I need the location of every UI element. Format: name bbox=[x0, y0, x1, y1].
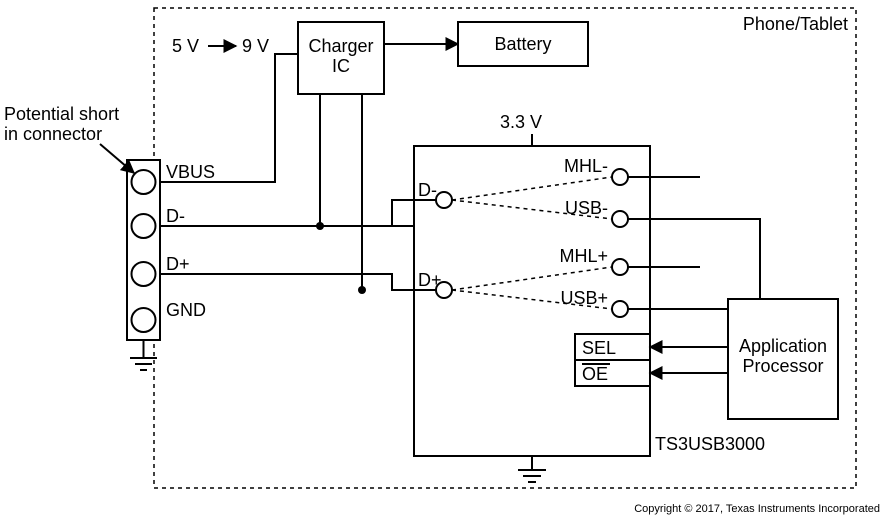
pin-label-vbus: VBUS bbox=[166, 162, 215, 182]
chip-port-dminus bbox=[436, 192, 452, 208]
short-callout: Potential short in connector bbox=[4, 104, 134, 173]
pin-label-gnd: GND bbox=[166, 300, 206, 320]
junction-dplus bbox=[358, 286, 366, 294]
charger-ic-label-2: IC bbox=[332, 56, 350, 76]
charger-ic-label-1: Charger bbox=[308, 36, 373, 56]
app-proc-label-2: Processor bbox=[742, 356, 823, 376]
chip-port-mhlm bbox=[612, 169, 628, 185]
chip-port-usbp bbox=[612, 301, 628, 317]
chip-port-usbm-label: USB- bbox=[565, 198, 608, 218]
pin-label-dplus: D+ bbox=[166, 254, 190, 274]
gnd-symbol-connector bbox=[130, 340, 157, 370]
connector-pin-dminus bbox=[132, 214, 156, 238]
chip-port-mhlp bbox=[612, 259, 628, 275]
label-9v: 9 V bbox=[242, 36, 269, 56]
wire-dminus-route bbox=[160, 200, 436, 226]
connector-pin-vbus bbox=[132, 170, 156, 194]
svg-text:Potential short: Potential short bbox=[4, 104, 119, 124]
chip-ctrl-sel: SEL bbox=[582, 338, 616, 358]
label-5v: 5 V bbox=[172, 36, 199, 56]
battery-label: Battery bbox=[494, 34, 551, 54]
connector-pin-gnd bbox=[132, 308, 156, 332]
wire-dplus-route bbox=[160, 274, 436, 290]
chip-supply-label: 3.3 V bbox=[500, 112, 542, 132]
chip-port-usbm bbox=[612, 211, 628, 227]
gnd-symbol-chip bbox=[518, 456, 546, 482]
chip-port-dminus-label: D- bbox=[418, 180, 437, 200]
chip-box bbox=[414, 146, 650, 456]
chip-port-mhlp-label: MHL+ bbox=[559, 246, 608, 266]
chip-label: TS3USB3000 bbox=[655, 434, 765, 454]
block-diagram: Phone/Tablet Copyright © 2017, Texas Ins… bbox=[0, 0, 886, 520]
copyright-text: Copyright © 2017, Texas Instruments Inco… bbox=[634, 503, 880, 515]
chip-port-mhlm-label: MHL- bbox=[564, 156, 608, 176]
chip-ctrl-oe: OE bbox=[582, 364, 608, 384]
svg-text:in connector: in connector bbox=[4, 124, 102, 144]
chip-port-usbp-label: USB+ bbox=[560, 288, 608, 308]
app-proc-label-1: Application bbox=[739, 336, 827, 356]
pin-label-dminus: D- bbox=[166, 206, 185, 226]
phone-tablet-label: Phone/Tablet bbox=[743, 14, 848, 34]
connector-pin-dplus bbox=[132, 262, 156, 286]
